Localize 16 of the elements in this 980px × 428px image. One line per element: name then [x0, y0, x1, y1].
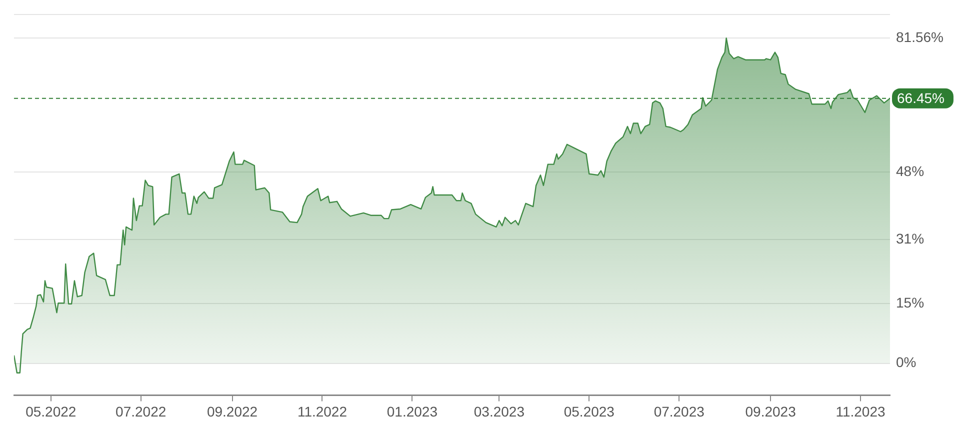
x-tick-label: 05.2023: [564, 403, 615, 420]
y-tick-label: 81.56%: [896, 28, 944, 45]
y-tick-label: 31%: [896, 230, 924, 247]
x-tick-label: 03.2023: [474, 403, 525, 420]
y-tick-label: 15%: [896, 294, 924, 310]
y-tick-label: 48%: [896, 162, 924, 179]
x-tick-label: 11.2022: [297, 403, 348, 420]
ref-line-label: 66.45%: [897, 90, 944, 106]
x-tick-label: 07.2022: [116, 403, 166, 420]
x-tick-label: 09.2023: [745, 403, 796, 420]
x-tick-label: 05.2022: [26, 403, 76, 420]
x-tick-label: 01.2023: [386, 403, 438, 420]
x-tick-label: 09.2022: [206, 403, 258, 420]
x-tick-label: 11.2023: [836, 403, 886, 420]
x-tick-label: 07.2023: [654, 403, 705, 420]
y-tick-label: 0%: [896, 354, 916, 370]
